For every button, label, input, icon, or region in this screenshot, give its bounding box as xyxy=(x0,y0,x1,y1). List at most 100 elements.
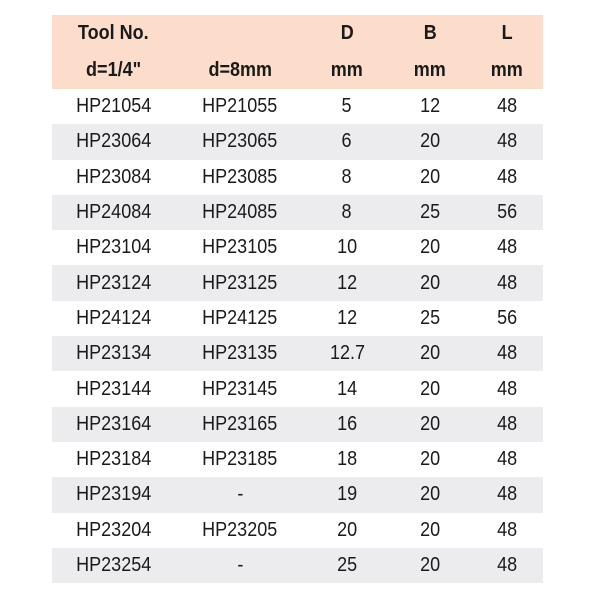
cell-l: 56 xyxy=(471,195,543,230)
cell-d: 5 xyxy=(305,89,389,124)
cell-d: 8 xyxy=(305,160,389,195)
header-row: Tool No. D B L xyxy=(52,15,543,52)
table-row: HP23184 HP23185 18 20 48 xyxy=(52,442,543,477)
cell-value: HP21054 xyxy=(75,95,152,118)
cell-value: HP24124 xyxy=(75,306,152,329)
cell-value: 12 xyxy=(419,95,441,118)
cell-b: 20 xyxy=(389,160,471,195)
cell-b: 20 xyxy=(389,477,471,512)
header-tool-no-quarter: Tool No. xyxy=(52,15,175,52)
header-tool-no-8mm xyxy=(175,15,305,52)
cell-d: 10 xyxy=(305,230,389,265)
cell-value: HP23165 xyxy=(202,412,278,435)
cell-tool-no-quarter: HP23104 xyxy=(52,230,175,265)
cell-value: HP23185 xyxy=(202,448,278,471)
cell-value: 20 xyxy=(419,448,441,471)
cell-value: HP23064 xyxy=(75,130,152,153)
cell-tool-no-quarter: HP23204 xyxy=(52,513,175,548)
cell-value: 5 xyxy=(341,95,353,118)
header-label: B xyxy=(423,22,437,44)
cell-value: 25 xyxy=(419,306,441,329)
cell-tool-no-quarter: HP23124 xyxy=(52,265,175,300)
table-row: HP23134 HP23135 12.7 20 48 xyxy=(52,336,543,372)
cell-d: 14 xyxy=(305,371,389,406)
cell-l: 56 xyxy=(471,301,543,336)
cell-value: 20 xyxy=(419,554,441,576)
header-row-units: d=1/4" d=8mm mm mm mm xyxy=(52,52,543,89)
cell-l: 48 xyxy=(471,513,543,548)
cell-value: 20 xyxy=(419,483,441,506)
cell-value: 12 xyxy=(336,306,358,329)
cell-value: - xyxy=(236,554,243,576)
header-label: d=8mm xyxy=(208,59,272,81)
cell-b: 20 xyxy=(389,548,471,583)
cell-l: 48 xyxy=(471,124,543,159)
cell-d: 8 xyxy=(305,195,389,230)
cell-value: HP23194 xyxy=(75,483,152,506)
cell-value: 20 xyxy=(419,271,441,294)
table-row: HP23084 HP23085 8 20 48 xyxy=(52,160,543,195)
header-label: d=1/4" xyxy=(85,59,142,81)
cell-l: 48 xyxy=(471,407,543,442)
cell-b: 25 xyxy=(389,195,471,230)
cell-value: HP23135 xyxy=(202,342,278,365)
table-row: HP23204 HP23205 20 20 48 xyxy=(52,513,543,548)
cell-value: HP24125 xyxy=(202,306,278,329)
cell-value: HP23254 xyxy=(75,554,152,576)
cell-tool-no-8mm: HP23065 xyxy=(175,124,305,159)
cell-value: 20 xyxy=(419,165,441,188)
cell-value: HP23104 xyxy=(75,236,152,259)
cell-value: 48 xyxy=(496,518,518,541)
cell-d: 12 xyxy=(305,265,389,300)
cell-d: 19 xyxy=(305,477,389,512)
cell-value: HP23134 xyxy=(75,342,152,365)
table-body: HP21054 HP21055 5 12 48 HP23064 HP23065 6 20 48 HP… xyxy=(52,89,543,584)
cell-tool-no-8mm: - xyxy=(175,548,305,583)
cell-value: 20 xyxy=(336,518,358,541)
cell-tool-no-quarter: HP23084 xyxy=(52,160,175,195)
cell-l: 48 xyxy=(471,160,543,195)
cell-l: 48 xyxy=(471,548,543,583)
cell-value: HP23204 xyxy=(75,518,152,541)
cell-value: 10 xyxy=(336,236,358,259)
header-l: mm xyxy=(471,52,543,89)
cell-d: 20 xyxy=(305,513,389,548)
cell-tool-no-quarter: HP23194 xyxy=(52,477,175,512)
cell-value: 48 xyxy=(496,236,518,259)
cell-l: 48 xyxy=(471,477,543,512)
cell-value: HP23125 xyxy=(202,271,278,294)
cell-b: 12 xyxy=(389,89,471,124)
table-row: HP23194 - 19 20 48 xyxy=(52,477,543,513)
cell-tool-no-8mm: HP23135 xyxy=(175,336,305,371)
header-l: L xyxy=(471,15,543,52)
cell-l: 48 xyxy=(471,89,543,124)
cell-tool-no-8mm: HP23105 xyxy=(175,230,305,265)
cell-b: 20 xyxy=(389,442,471,477)
header-b: B xyxy=(389,15,471,52)
header-label: L xyxy=(501,22,513,44)
cell-tool-no-8mm: HP23205 xyxy=(175,513,305,548)
cell-value: HP23184 xyxy=(75,448,152,471)
cell-tool-no-quarter: HP23164 xyxy=(52,407,175,442)
cell-value: 56 xyxy=(496,201,518,224)
cell-value: 19 xyxy=(336,483,358,506)
cell-value: 48 xyxy=(496,342,518,365)
cell-value: 20 xyxy=(419,518,441,541)
cell-l: 48 xyxy=(471,371,543,406)
cell-b: 20 xyxy=(389,371,471,406)
cell-tool-no-8mm: HP23185 xyxy=(175,442,305,477)
header-d: D xyxy=(305,15,389,52)
cell-value: 20 xyxy=(419,412,441,435)
cell-value: 48 xyxy=(496,130,518,153)
cell-value: 48 xyxy=(496,377,518,400)
cell-value: - xyxy=(236,483,243,506)
cell-value: HP23065 xyxy=(202,130,278,153)
cell-d: 25 xyxy=(305,548,389,583)
header-tool-no-8mm: d=8mm xyxy=(175,52,305,89)
table-row: HP24084 HP24085 8 25 56 xyxy=(52,194,543,231)
cell-value: HP23205 xyxy=(202,518,278,541)
table-row: HP23254 - 25 20 48 xyxy=(52,547,543,584)
cell-value: 48 xyxy=(496,95,518,118)
table-row: HP24124 HP24125 12 25 56 xyxy=(52,301,543,336)
cell-value: HP23105 xyxy=(202,236,278,259)
